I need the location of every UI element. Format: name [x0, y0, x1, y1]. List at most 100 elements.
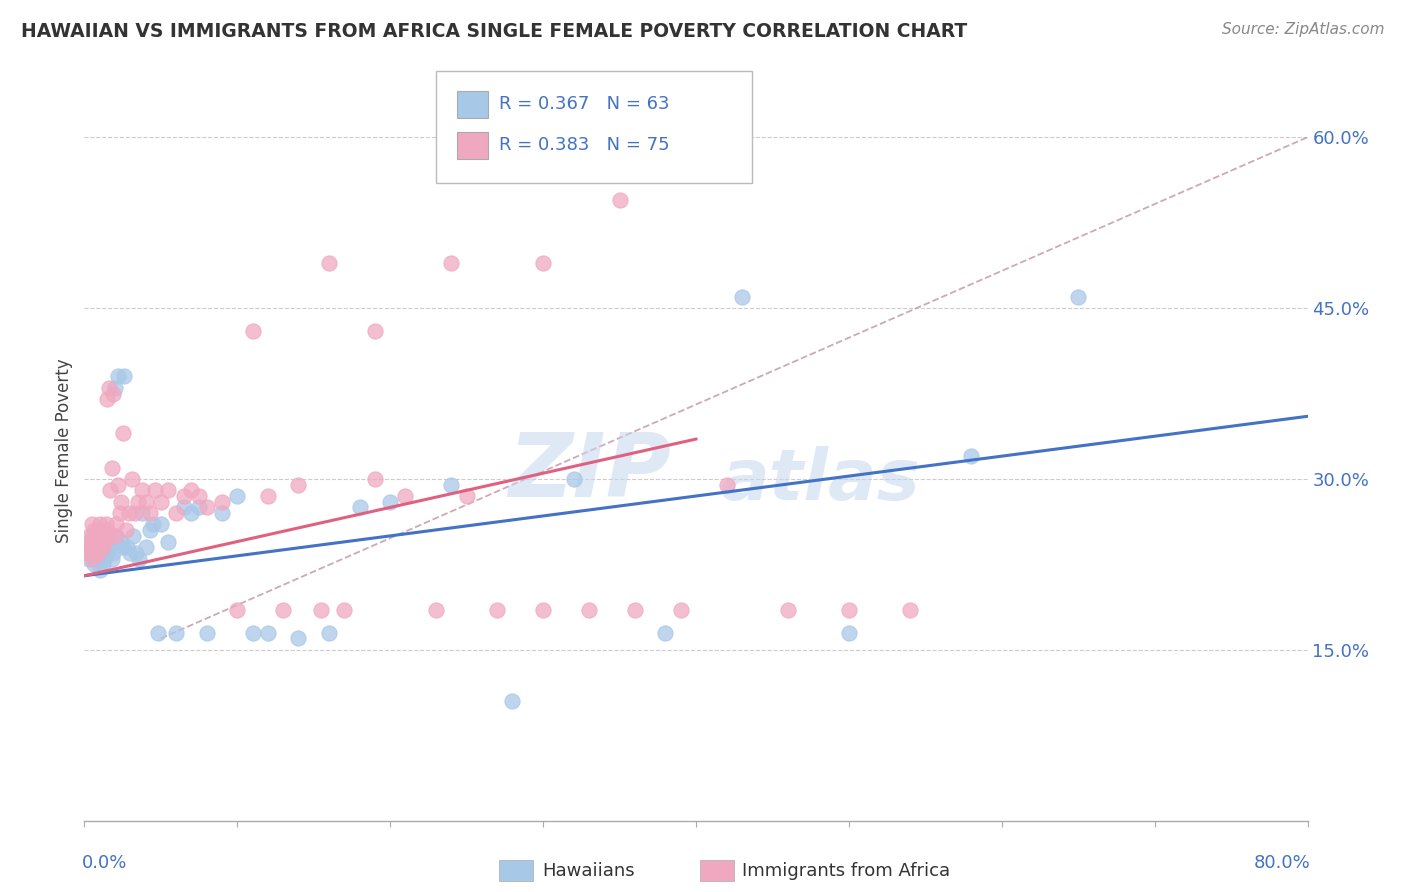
Point	[98, 483, 121, 498]
Point	[654, 625, 676, 640]
Text: ZIP: ZIP	[509, 429, 672, 516]
Point	[101, 551, 124, 566]
Point	[87, 529, 110, 543]
Point	[149, 494, 172, 508]
Point	[96, 546, 118, 560]
Point	[121, 472, 143, 486]
Point	[531, 255, 554, 269]
Point	[257, 489, 280, 503]
Point	[440, 255, 463, 269]
Text: Hawaiians: Hawaiians	[543, 862, 636, 880]
Text: atlas: atlas	[720, 446, 920, 515]
Point	[76, 546, 98, 560]
Point	[94, 517, 117, 532]
Point	[173, 489, 195, 503]
Point	[96, 529, 118, 543]
Point	[76, 541, 98, 555]
Point	[86, 551, 108, 566]
Point	[502, 694, 524, 708]
Point	[131, 483, 153, 498]
Point	[142, 517, 165, 532]
Point	[91, 558, 114, 572]
Point	[80, 551, 103, 566]
Point	[195, 625, 218, 640]
Point	[107, 477, 129, 491]
Text: Source: ZipAtlas.com: Source: ZipAtlas.com	[1222, 22, 1385, 37]
Point	[380, 494, 402, 508]
Point	[578, 603, 600, 617]
Text: R = 0.383   N = 75: R = 0.383 N = 75	[499, 136, 669, 154]
Point	[80, 546, 103, 560]
Point	[83, 558, 105, 572]
Point	[318, 255, 340, 269]
Point	[131, 506, 153, 520]
Point	[456, 489, 478, 503]
Point	[89, 517, 111, 532]
Point	[125, 546, 148, 560]
Point	[135, 541, 157, 555]
Point	[96, 392, 118, 407]
Point	[776, 603, 799, 617]
Point	[165, 625, 187, 640]
Point	[364, 472, 387, 486]
Point	[609, 193, 631, 207]
Point	[180, 483, 202, 498]
Point	[87, 523, 110, 537]
Point	[80, 529, 103, 543]
Point	[364, 324, 387, 338]
Point	[562, 472, 585, 486]
Point	[97, 541, 120, 555]
Text: Immigrants from Africa: Immigrants from Africa	[742, 862, 950, 880]
Point	[111, 426, 134, 441]
Point	[93, 534, 115, 549]
Point	[90, 546, 112, 560]
Point	[143, 483, 166, 498]
Point	[118, 506, 141, 520]
Point	[960, 449, 983, 463]
Point	[77, 541, 100, 555]
Point	[79, 534, 101, 549]
Point	[1067, 290, 1090, 304]
Point	[111, 541, 134, 555]
Point	[87, 546, 110, 560]
Point	[157, 534, 180, 549]
Point	[112, 369, 135, 384]
Point	[101, 460, 124, 475]
Point	[188, 500, 211, 515]
Point	[838, 625, 860, 640]
Point	[211, 506, 233, 520]
Point	[84, 546, 107, 560]
Point	[333, 603, 356, 617]
Point	[91, 523, 114, 537]
Point	[188, 489, 211, 503]
Point	[394, 489, 416, 503]
Point	[93, 551, 115, 566]
Point	[139, 523, 162, 537]
Point	[86, 534, 108, 549]
Point	[89, 541, 111, 555]
Point	[211, 494, 233, 508]
Point	[84, 529, 107, 543]
Point	[124, 506, 146, 520]
Point	[139, 506, 162, 520]
Point	[257, 625, 280, 640]
Point	[80, 517, 103, 532]
Point	[115, 541, 138, 555]
Point	[108, 506, 131, 520]
Point	[349, 500, 371, 515]
Point	[83, 523, 105, 537]
Point	[89, 541, 111, 555]
Point	[669, 603, 692, 617]
Point	[89, 563, 111, 577]
Point	[731, 290, 754, 304]
Point	[173, 500, 195, 515]
Point	[114, 523, 136, 537]
Text: R = 0.367   N = 63: R = 0.367 N = 63	[499, 95, 669, 113]
Point	[83, 541, 105, 555]
Point	[165, 506, 187, 520]
Point	[110, 494, 132, 508]
Y-axis label: Single Female Poverty: Single Female Poverty	[55, 359, 73, 542]
Point	[318, 625, 340, 640]
Point	[103, 386, 125, 401]
Point	[242, 625, 264, 640]
